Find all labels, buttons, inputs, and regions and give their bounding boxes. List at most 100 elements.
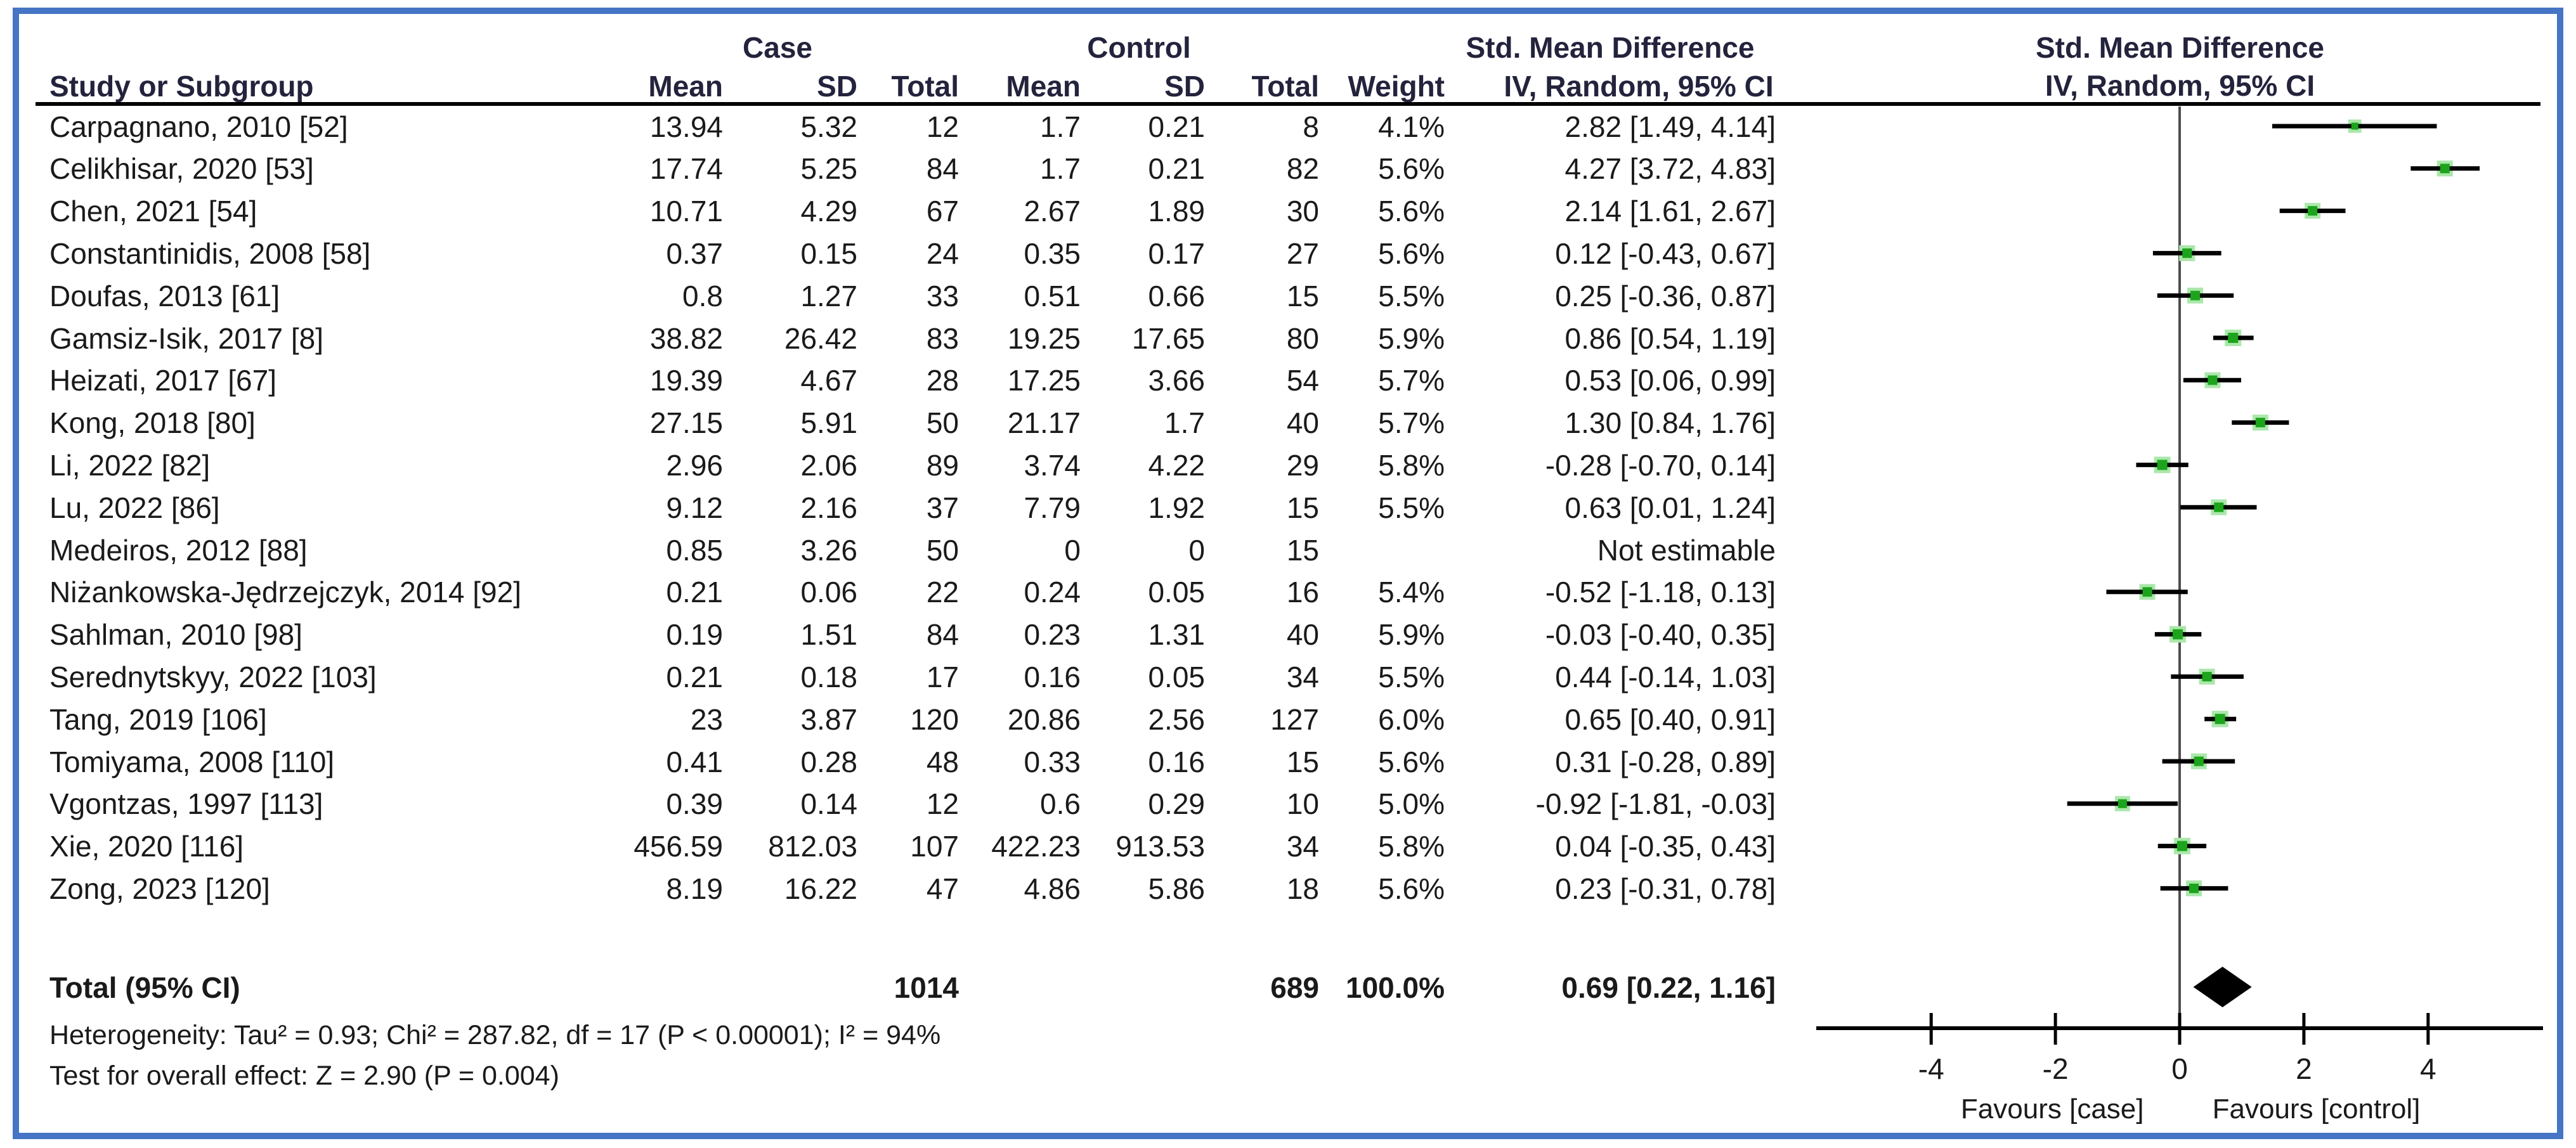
study-name: Niżankowska-Jędrzejczyk, 2014 [92] (49, 576, 521, 609)
smd-ci-text: 0.63 [0.01, 1.24] (1564, 491, 1776, 524)
case-sd: 0.28 (800, 745, 857, 778)
marker-halo (2154, 456, 2171, 474)
case-mean: 2.96 (666, 448, 723, 482)
study-row: Niżankowska-Jędrzejczyk, 2014 [92] 0.21 0.… (36, 571, 1776, 614)
control-mean: 0.51 (1024, 279, 1081, 313)
marker-halo (2252, 415, 2268, 431)
case-mean: 0.8 (682, 279, 723, 313)
marker-halo (2190, 753, 2207, 770)
weight: 5.6% (1378, 152, 1445, 186)
control-sd: 0.21 (1148, 152, 1205, 186)
column-group-smd: Std. Mean Difference (1466, 31, 1755, 64)
case-total: 48 (926, 745, 959, 778)
control-total: 8 (1303, 110, 1319, 143)
marker-halo (2211, 711, 2228, 728)
control-mean: 19.25 (1007, 321, 1081, 355)
control-mean: 4.86 (1024, 872, 1081, 905)
case-sd: 0.06 (800, 576, 857, 609)
header-case-total: Total (891, 69, 959, 103)
case-mean: 9.12 (666, 491, 723, 524)
study-name: Lu, 2022 [86] (49, 491, 220, 524)
study-row: Heizati, 2017 [67] 19.39 4.67 28 17.25 3.66 54… (36, 359, 1776, 402)
marker-halo (2199, 668, 2215, 685)
control-mean: 422.23 (991, 830, 1081, 863)
weight: 5.6% (1378, 872, 1445, 905)
case-sd: 26.42 (784, 321, 857, 355)
study-row: Sahlman, 2010 [98] 0.19 1.51 84 0.23 1.31 40 5.… (36, 614, 1776, 656)
study-row: Carpagnano, 2010 [52] 13.94 5.32 12 1.7 0.21 8… (36, 105, 1776, 148)
study-row: Tang, 2019 [106] 23 3.87 120 20.86 2.56 127 6.0… (36, 698, 1776, 740)
plot-panel-subtitle: IV, Random, 95% CI (2045, 69, 2315, 102)
case-total: 22 (926, 576, 959, 609)
control-total: 40 (1286, 618, 1319, 652)
study-name: Doufas, 2013 [61] (49, 279, 280, 313)
case-mean: 27.15 (649, 406, 723, 440)
effect-marker (2194, 756, 2204, 766)
control-total: 18 (1286, 872, 1319, 905)
study-name: Sahlman, 2010 [98] (49, 618, 302, 652)
case-total: 107 (910, 830, 959, 863)
case-mean: 0.19 (666, 618, 723, 652)
control-sd: 0.29 (1148, 787, 1205, 821)
total-row: Total (95% CI) 1014 689 100.0% 0.69 [0.2… (36, 966, 1776, 1009)
header-case-sd: SD (817, 69, 857, 103)
effect-marker (2440, 164, 2450, 174)
control-sd: 0.66 (1148, 279, 1205, 313)
study-name: Serednytskyy, 2022 [103] (49, 660, 377, 693)
case-mean: 0.41 (666, 745, 723, 778)
smd-ci-text: Not estimable (1597, 533, 1776, 567)
study-row: Li, 2022 [82] 2.96 2.06 89 3.74 4.22 29 5.8% -0.… (36, 444, 1776, 486)
control-mean: 0.35 (1024, 236, 1081, 270)
case-total: 47 (926, 872, 959, 905)
control-sd: 0.17 (1148, 236, 1205, 270)
study-row: Kong, 2018 [80] 27.15 5.91 50 21.17 1.7 40 5.7%… (36, 402, 1776, 444)
weight: 5.7% (1378, 406, 1445, 440)
weight: 4.1% (1378, 110, 1445, 143)
effect-marker (2173, 629, 2183, 640)
study-row: Lu, 2022 [86] 9.12 2.16 37 7.79 1.92 15 5.5% 0.6… (36, 486, 1776, 529)
weight: 5.0% (1378, 787, 1445, 821)
case-mean: 10.71 (649, 195, 723, 228)
header-control-total: Total (1251, 69, 1319, 103)
study-row: Serednytskyy, 2022 [103] 0.21 0.18 17 0.16 0.… (36, 655, 1776, 698)
plot-panel-title: Std. Mean Difference (2036, 31, 2324, 64)
control-sd: 1.89 (1148, 195, 1205, 228)
control-total: 16 (1286, 576, 1319, 609)
study-name: Vgontzas, 1997 [113] (49, 787, 323, 821)
control-total: 15 (1286, 745, 1319, 778)
case-total: 37 (926, 491, 959, 524)
header-control-sd: SD (1164, 69, 1205, 103)
total-diamond (2193, 967, 2252, 1007)
control-total: 10 (1286, 787, 1319, 821)
study-row: Zong, 2023 [120] 8.19 16.22 47 4.86 5.86 18 5.6… (36, 867, 1776, 910)
study-row: Vgontzas, 1997 [113] 0.39 0.14 12 0.6 0.29 10 5… (36, 783, 1776, 825)
case-sd: 3.26 (800, 533, 857, 567)
case-mean: 13.94 (649, 110, 723, 143)
control-sd: 913.53 (1116, 830, 1205, 863)
marker-halo (2348, 119, 2362, 133)
study-row: Xie, 2020 [116] 456.59 812.03 107 422.23 913.… (36, 825, 1776, 868)
study-name: Heizati, 2017 [67] (49, 364, 277, 397)
control-sd: 4.22 (1148, 448, 1205, 482)
overall-effect-text: Test for overall effect: Z = 2.90 (P = 0… (49, 1061, 559, 1091)
control-total: 127 (1270, 702, 1319, 736)
control-mean: 0 (1064, 533, 1081, 567)
case-sd: 0.14 (800, 787, 857, 821)
case-total: 33 (926, 279, 959, 313)
heterogeneity-text: Heterogeneity: Tau² = 0.93; Chi² = 287.8… (49, 1020, 941, 1050)
case-total: 120 (910, 702, 959, 736)
axis-tick-label: 4 (2420, 1052, 2436, 1085)
header-ci-method: IV, Random, 95% CI (1504, 69, 1774, 103)
footer-stats: Heterogeneity: Tau² = 0.93; Chi² = 287.8… (36, 1015, 940, 1096)
header-study: Study or Subgroup (49, 69, 314, 103)
case-sd: 4.67 (800, 364, 857, 397)
case-mean: 0.39 (666, 787, 723, 821)
weight: 5.8% (1378, 830, 1445, 863)
study-name: Xie, 2020 [116] (49, 830, 244, 863)
case-mean: 0.21 (666, 660, 723, 693)
control-mean: 0.24 (1024, 576, 1081, 609)
study-name: Constantinidis, 2008 [58] (49, 236, 371, 270)
control-sd: 5.86 (1148, 872, 1205, 905)
marker-halo (2139, 584, 2156, 600)
study-row: Constantinidis, 2008 [58] 0.37 0.15 24 0.35 0… (36, 232, 1776, 274)
